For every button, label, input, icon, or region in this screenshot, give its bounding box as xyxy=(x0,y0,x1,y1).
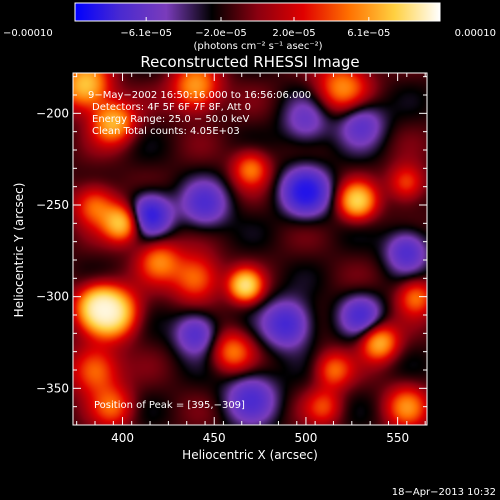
axis-ticks: 400 450 500 550 −200 −250 −300 −350 xyxy=(36,73,427,445)
colorbar-units-label: (photons cm⁻² s⁻¹ asec⁻²) xyxy=(193,41,322,52)
colorbar-tick-label: 2.0e−05 xyxy=(272,28,315,39)
colorbar-ticks: −0.00010 −6.1e−05 −2.0e−05 2.0e−05 6.1e−05 0.… xyxy=(3,17,496,39)
colorbar xyxy=(74,2,441,22)
colorbar-tick-label: 0.00010 xyxy=(455,28,496,39)
colorbar-tick-label: −2.0e−05 xyxy=(195,28,247,39)
colorbar-tick-label: 6.1e−05 xyxy=(347,28,390,39)
y-tick-label: −200 xyxy=(36,106,69,120)
chart-title: Reconstructed RHESSI Image xyxy=(140,53,359,71)
annotation-detectors: Detectors: 4F 5F 6F 7F 8F, Att 0 xyxy=(92,102,251,113)
x-tick-label: 500 xyxy=(294,431,317,445)
footer-timestamp: 18−Apr−2013 10:32 xyxy=(391,487,496,498)
x-tick-label: 450 xyxy=(203,431,226,445)
annotation-peak-position: Position of Peak = [395,−309] xyxy=(94,400,245,411)
y-axis-title: Heliocentric Y (arcsec) xyxy=(12,183,26,318)
x-axis-title: Heliocentric X (arcsec) xyxy=(182,448,318,462)
annotation-energy-range: Energy Range: 25.0 − 50.0 keV xyxy=(92,114,249,125)
y-tick-label: −350 xyxy=(36,381,69,395)
colorbar-tick-label: −6.1e−05 xyxy=(120,28,172,39)
x-tick-label: 400 xyxy=(111,431,134,445)
y-tick-label: −300 xyxy=(36,290,69,304)
colorbar-tick-label: −0.00010 xyxy=(3,28,53,39)
heatmap-container xyxy=(73,73,427,425)
annotation-time-range: 9−May−2002 16:50:16.000 to 16:56:06.000 xyxy=(88,90,311,101)
annotation-clean-counts: Clean Total counts: 4.05E+03 xyxy=(92,126,240,137)
y-tick-label: −250 xyxy=(36,198,69,212)
plot-frame xyxy=(72,72,428,426)
x-tick-label: 550 xyxy=(386,431,409,445)
heatmap-image xyxy=(73,73,427,425)
